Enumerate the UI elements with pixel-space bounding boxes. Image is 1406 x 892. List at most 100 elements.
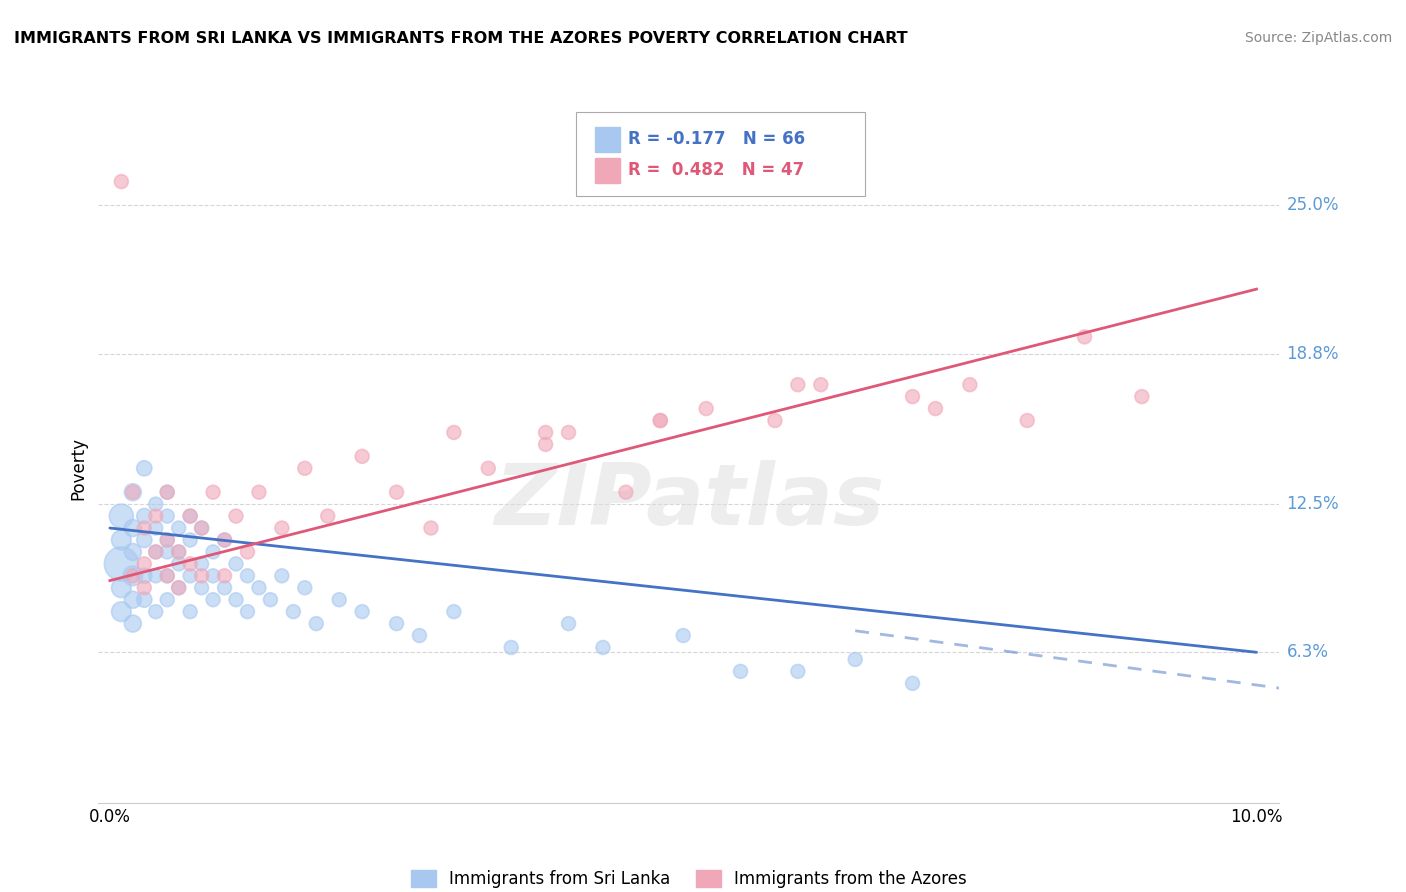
Point [156, 569, 179, 583]
Point [557, 425, 579, 440]
Point [167, 545, 190, 559]
Point [534, 425, 557, 440]
Point [328, 592, 350, 607]
Point [190, 521, 212, 535]
Point [134, 569, 156, 583]
Point [134, 533, 156, 547]
Point [614, 485, 637, 500]
Legend: Immigrants from Sri Lanka, Immigrants from the Azores: Immigrants from Sri Lanka, Immigrants fr… [405, 863, 973, 892]
Point [236, 605, 259, 619]
Point [190, 581, 212, 595]
Point [316, 509, 339, 524]
Point [121, 592, 143, 607]
Point [443, 605, 465, 619]
Point [110, 605, 132, 619]
Point [1130, 390, 1153, 404]
Point [247, 581, 270, 595]
Point [844, 652, 866, 666]
Point [167, 581, 190, 595]
Point [214, 581, 236, 595]
Point [121, 616, 143, 631]
Point [810, 377, 832, 392]
Point [294, 461, 316, 475]
Point [121, 485, 143, 500]
Point [110, 175, 132, 189]
Point [110, 557, 132, 571]
Point [214, 533, 236, 547]
Point [145, 545, 167, 559]
Point [236, 569, 259, 583]
Point [121, 485, 143, 500]
Point [179, 569, 201, 583]
Point [202, 485, 225, 500]
Point [134, 581, 156, 595]
Point [730, 665, 752, 679]
Point [156, 509, 179, 524]
Point [225, 557, 247, 571]
Point [134, 557, 156, 571]
Point [121, 545, 143, 559]
Point [134, 461, 156, 475]
Point [202, 545, 225, 559]
Point [121, 569, 143, 583]
Point [408, 628, 430, 642]
Point [179, 509, 201, 524]
Point [190, 557, 212, 571]
Point [225, 509, 247, 524]
Point [179, 509, 201, 524]
Y-axis label: Poverty: Poverty [69, 437, 87, 500]
Point [270, 569, 292, 583]
Point [305, 616, 328, 631]
Text: 12.5%: 12.5% [1286, 495, 1339, 513]
Point [145, 545, 167, 559]
Point [202, 569, 225, 583]
Point [1073, 330, 1095, 344]
Point [443, 425, 465, 440]
Point [247, 485, 270, 500]
Point [283, 605, 305, 619]
Point [156, 592, 179, 607]
Text: Source: ZipAtlas.com: Source: ZipAtlas.com [1244, 31, 1392, 45]
Point [156, 533, 179, 547]
Point [420, 521, 443, 535]
Point [557, 616, 579, 631]
Point [190, 521, 212, 535]
Point [959, 377, 981, 392]
Point [145, 497, 167, 511]
Point [156, 533, 179, 547]
Point [1017, 413, 1039, 427]
Point [167, 521, 190, 535]
Text: 18.8%: 18.8% [1286, 344, 1339, 363]
Point [650, 413, 672, 427]
Point [477, 461, 499, 475]
Point [121, 521, 143, 535]
Point [695, 401, 717, 416]
Point [270, 521, 292, 535]
Point [672, 628, 695, 642]
Point [134, 592, 156, 607]
Point [190, 569, 212, 583]
Point [786, 665, 808, 679]
Point [385, 616, 408, 631]
Point [352, 605, 374, 619]
Point [134, 509, 156, 524]
Point [167, 557, 190, 571]
Text: 6.3%: 6.3% [1286, 643, 1329, 661]
Point [259, 592, 281, 607]
Point [121, 569, 143, 583]
Point [167, 545, 190, 559]
Point [145, 605, 167, 619]
Text: 25.0%: 25.0% [1286, 196, 1339, 214]
Point [156, 545, 179, 559]
Point [145, 521, 167, 535]
Point [202, 592, 225, 607]
Point [156, 569, 179, 583]
Point [156, 485, 179, 500]
Point [214, 569, 236, 583]
Point [145, 569, 167, 583]
Point [179, 533, 201, 547]
Point [901, 676, 924, 690]
Point [179, 557, 201, 571]
Text: R =  0.482   N = 47: R = 0.482 N = 47 [628, 161, 804, 179]
Point [501, 640, 523, 655]
